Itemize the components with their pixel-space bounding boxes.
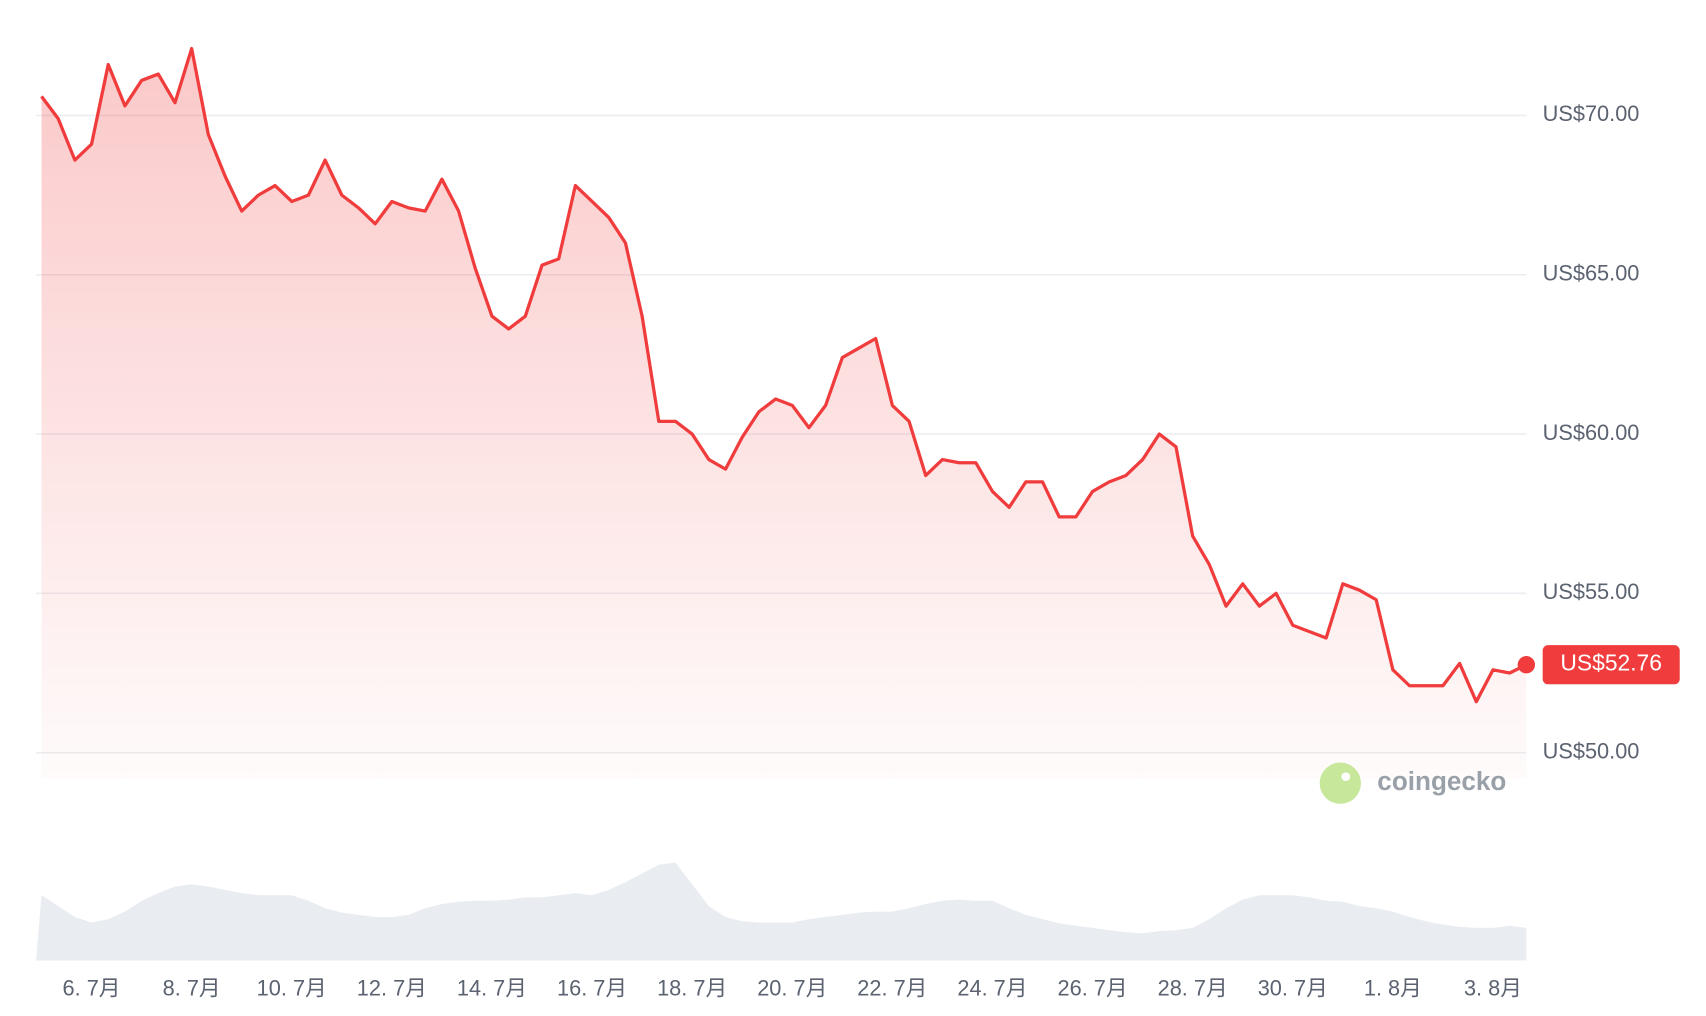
x-tick-label: 8. 7月 <box>163 976 221 1001</box>
x-tick-label: 12. 7月 <box>357 976 427 1001</box>
y-tick-label: US$55.00 <box>1543 579 1640 604</box>
y-tick-label: US$65.00 <box>1543 261 1640 286</box>
watermark: coingecko <box>1319 762 1506 804</box>
price-line <box>40 46 1528 704</box>
x-tick-label: 6. 7月 <box>63 976 121 1001</box>
logo <box>1319 762 1361 804</box>
x-tick-label: 26. 7月 <box>1058 976 1128 1001</box>
y-tick-label: US$70.00 <box>1543 101 1640 126</box>
x-tick-label: 18. 7月 <box>657 976 727 1001</box>
y-tick-label: US$60.00 <box>1543 420 1640 445</box>
x-tick-label: 3. 8月 <box>1464 976 1522 1001</box>
x-tick-label: 30. 7月 <box>1258 976 1328 1001</box>
y-tick-label: US$50.00 <box>1543 738 1640 763</box>
volume-area <box>36 862 1527 961</box>
x-tick-label: 22. 7月 <box>857 976 927 1001</box>
last-point <box>1517 656 1536 674</box>
x-tick-label: 24. 7月 <box>957 976 1027 1001</box>
x-tick-label: 28. 7月 <box>1158 976 1228 1001</box>
logo-eye <box>1341 772 1351 782</box>
x-tick-label: 14. 7月 <box>457 976 527 1001</box>
x-tick-label: 16. 7月 <box>557 976 627 1001</box>
watermark-text: coingecko <box>1377 766 1506 796</box>
x-tick-label: 10. 7月 <box>257 976 327 1001</box>
price-area <box>41 48 1527 779</box>
x-tick-label: 1. 8月 <box>1364 976 1422 1001</box>
price-badge <box>1542 645 1680 685</box>
x-tick-label: 20. 7月 <box>757 976 827 1001</box>
price-label: US$52.76 <box>1560 650 1662 676</box>
